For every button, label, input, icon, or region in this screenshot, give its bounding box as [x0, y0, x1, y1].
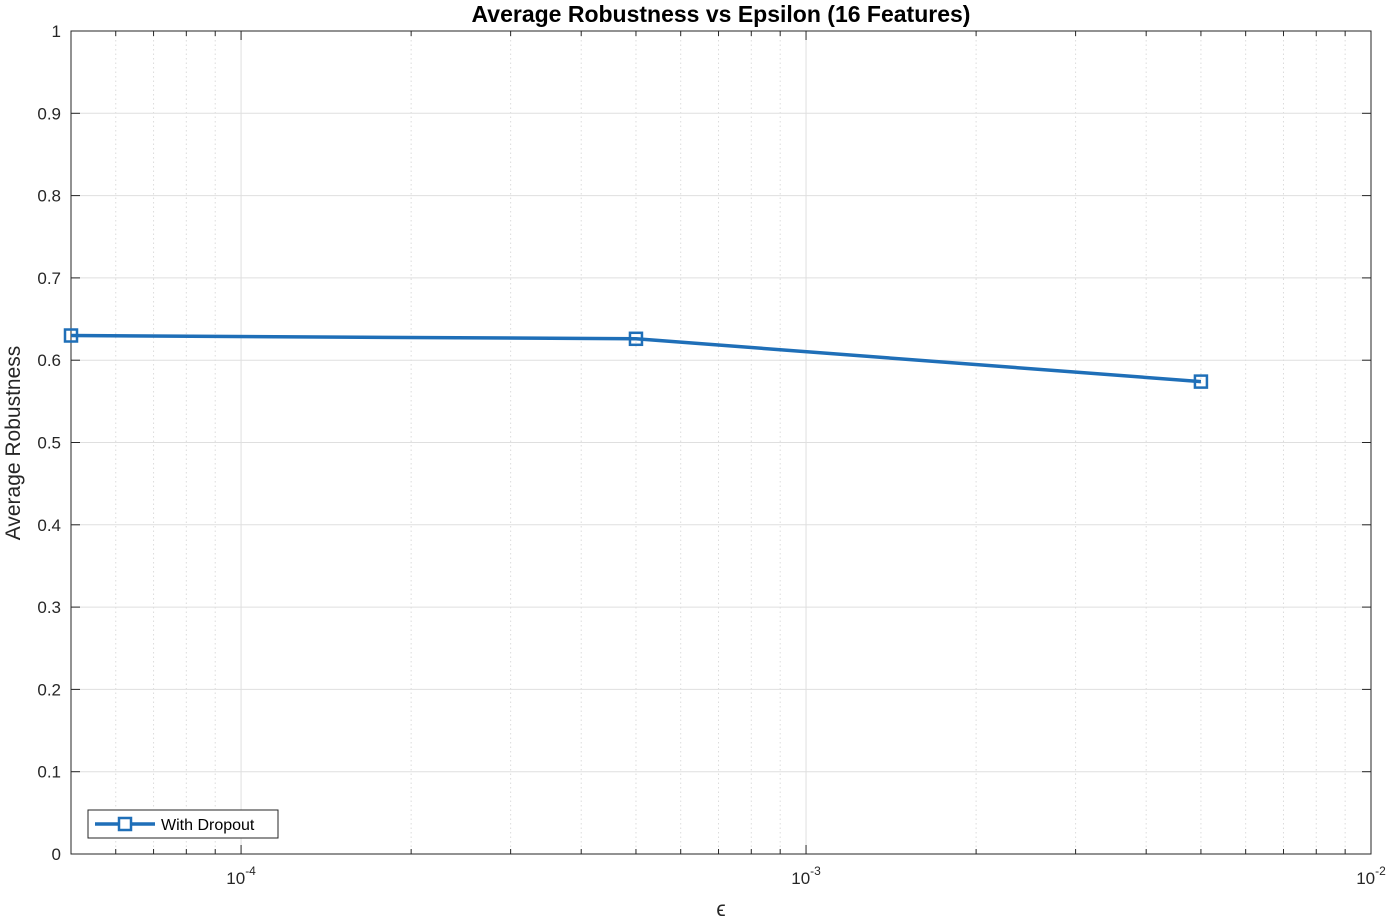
y-tick-label: 1: [52, 22, 61, 41]
y-tick-label: 0.1: [37, 763, 61, 782]
chart-title: Average Robustness vs Epsilon (16 Featur…: [472, 1, 971, 27]
y-tick-label: 0.6: [37, 351, 61, 370]
y-tick-label: 0.9: [37, 104, 61, 123]
grid-lines: [71, 31, 1371, 854]
x-tick-label: 10-3: [791, 864, 821, 888]
y-axis-label: Average Robustness: [2, 346, 25, 541]
y-tick-label: 0.3: [37, 598, 61, 617]
legend-label: With Dropout: [161, 817, 255, 834]
legend: With Dropout: [87, 809, 279, 839]
y-tick-label: 0.8: [37, 187, 61, 206]
data-point-marker: [1193, 374, 1209, 389]
data-point-marker: [63, 328, 79, 343]
x-axis-label: ϵ: [716, 898, 725, 919]
y-tick-label: 0: [52, 845, 61, 864]
y-tick-label: 0.7: [37, 269, 61, 288]
y-tick-label: 0.5: [37, 434, 61, 453]
legend-marker-square: [117, 816, 133, 832]
y-tick-label: 0.2: [37, 680, 61, 699]
series-layer: [63, 328, 1209, 389]
series-line: [70, 333, 1202, 384]
data-point-marker: [628, 331, 644, 347]
y-tick-label: 0.4: [37, 516, 61, 535]
axis-ticks: 10-4 10-3 10-2 0 0.1 0.2 0.3 0.4 0.5 0.6 0.7 0.8 0.9…: [37, 22, 1386, 888]
x-tick-label: 10-4: [226, 864, 256, 888]
x-tick-label: 10-2: [1356, 864, 1386, 888]
